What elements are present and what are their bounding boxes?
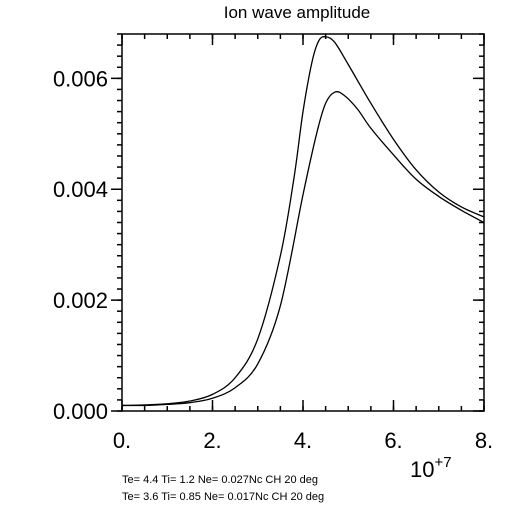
x-tick-label: 2. [203, 428, 221, 453]
y-tick-label: 0.004 [53, 177, 108, 202]
x-tick-label: 4. [294, 428, 312, 453]
x-tick-label: 6. [384, 428, 402, 453]
y-tick-label: 0.000 [53, 399, 108, 424]
x-axis-tick-labels: 0. 2. 4. 6. 8. [113, 428, 493, 453]
y-axis-tick-labels: 0.000 0.002 0.004 0.006 [53, 66, 108, 424]
series-line-1 [121, 36, 485, 407]
x-tick-label: 8. [475, 428, 493, 453]
y-tick-label: 0.006 [53, 66, 108, 91]
chart-title: Ion wave amplitude [224, 3, 370, 22]
annotation-line-2: Te= 3.6 Ti= 0.85 Ne= 0.017Nc CH 20 deg [122, 491, 324, 503]
y-tick-label: 0.002 [53, 288, 108, 313]
minor-ticks [117, 33, 485, 412]
x-multiplier-base: 10 [410, 457, 434, 482]
annotation-line-1: Te= 4.4 Ti= 1.2 Ne= 0.027Nc CH 20 deg [122, 474, 318, 486]
plot-frame [121, 33, 485, 412]
series-group [121, 36, 485, 407]
x-multiplier-exponent: +7 [434, 454, 451, 471]
x-tick-label: 0. [113, 428, 131, 453]
x-multiplier-label: 10+7 [410, 454, 452, 482]
series-line-2 [121, 91, 485, 407]
